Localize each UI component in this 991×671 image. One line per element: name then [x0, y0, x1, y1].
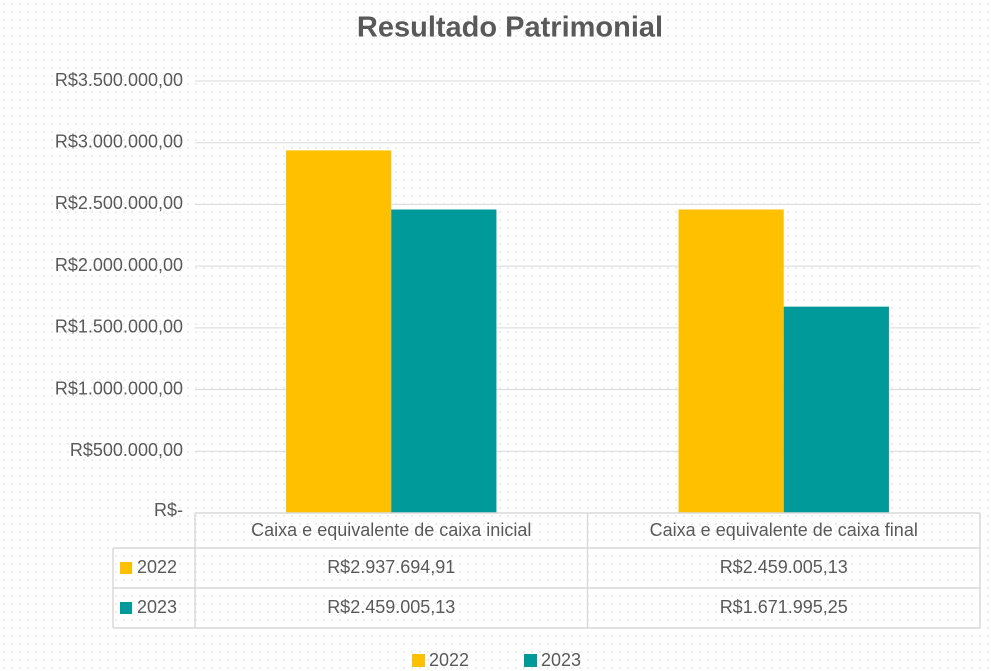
y-tick-label: R$3.000.000,00 [55, 131, 183, 151]
legend-key [412, 654, 425, 667]
y-tick-label: R$3.500.000,00 [55, 70, 183, 90]
x-tick-label: Caixa e equivalente de caixa final [650, 520, 918, 540]
chart-title: Resultado Patrimonial [357, 12, 663, 44]
table-value: R$2.459.005,13 [720, 557, 848, 577]
y-tick-label: R$1.000.000,00 [55, 378, 183, 398]
legend-label: 2023 [541, 650, 581, 670]
bar [783, 306, 889, 513]
table-legend-key [120, 602, 132, 614]
y-tick-label: R$2.500.000,00 [55, 193, 183, 213]
table-value: R$1.671.995,25 [720, 597, 848, 617]
y-tick-label: R$500.000,00 [70, 440, 183, 460]
y-tick-label: R$- [154, 500, 183, 520]
table-series-name: 2023 [137, 597, 177, 617]
table-value: R$2.459.005,13 [327, 597, 455, 617]
legend-key [524, 654, 537, 667]
table-value: R$2.937.694,91 [327, 557, 455, 577]
table-series-name: 2022 [137, 557, 177, 577]
y-tick-label: R$2.000.000,00 [55, 255, 183, 275]
bar [391, 209, 497, 513]
y-tick-label: R$1.500.000,00 [55, 317, 183, 337]
x-tick-label: Caixa e equivalente de caixa inicial [251, 520, 531, 540]
legend-label: 2022 [429, 650, 469, 670]
table-legend-key [120, 562, 132, 574]
bar [286, 150, 392, 513]
bar [678, 209, 784, 513]
